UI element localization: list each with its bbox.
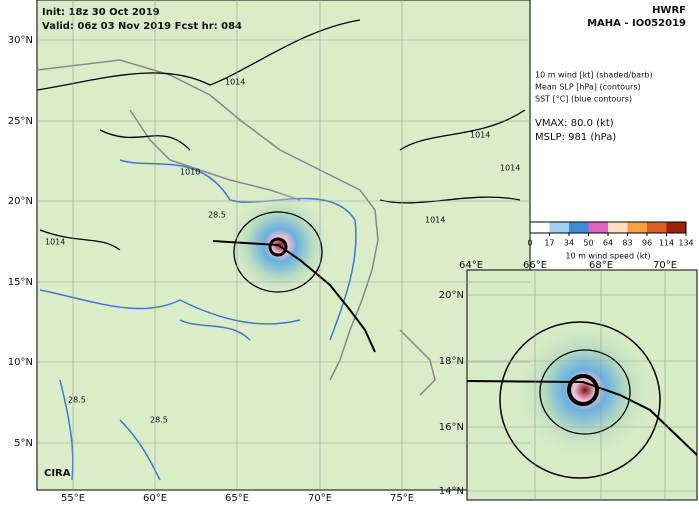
coastline: [36, 59, 436, 396]
inset-lat-label: 20°N: [439, 290, 464, 301]
storm-name: MAHA - IO052019: [587, 18, 686, 29]
contour-label: 28.5: [150, 416, 168, 425]
colorbar-tick-label: 64: [603, 239, 613, 248]
inset-center: [567, 374, 599, 406]
lat-label: 15°N: [8, 277, 33, 288]
storm-center: [268, 237, 288, 257]
slp-contours: [36, 19, 526, 251]
colorbar-segment: [627, 222, 647, 233]
inset-wind-shading: [515, 320, 655, 460]
colorbar-segment: [549, 222, 569, 233]
legend-line: 10 m wind [kt] (shaded/barb): [535, 71, 653, 80]
inset-track: [466, 380, 698, 456]
contour-label: 1014: [225, 78, 245, 87]
colorbar-tick-label: 134: [678, 239, 693, 248]
inset-lon-label: 66°E: [523, 260, 547, 271]
lat-label: 5°N: [14, 438, 33, 449]
slp-contour: [233, 211, 323, 293]
main-map: [36, 0, 531, 491]
contour-label: 28.5: [68, 396, 86, 405]
init-time: Init: 18z 30 Oct 2019: [42, 7, 160, 18]
contour-label: 1014: [500, 164, 520, 173]
inset-lat-label: 14°N: [439, 486, 464, 497]
inset-slp-contour: [499, 321, 661, 479]
inset-lon-label: 64°E: [459, 260, 483, 271]
contour-label: 28.5: [208, 211, 226, 220]
inset-lat-label: 16°N: [439, 422, 464, 433]
colorbar: 0 17 34 50 64 83 96 114 134: [527, 221, 694, 248]
colorbar-tick-label: 114: [659, 239, 674, 248]
inset-lat-label: 18°N: [439, 356, 464, 367]
colorbar-segment: [569, 222, 589, 233]
colorbar-label: 10 m wind speed (kt): [565, 252, 650, 261]
lon-label: 55°E: [61, 493, 85, 504]
colorbar-segment: [647, 222, 667, 233]
colorbar-segment: [588, 222, 608, 233]
wind-shading: [225, 190, 335, 300]
colorbar-tick-label: 34: [564, 239, 574, 248]
model-name: HWRF: [652, 5, 686, 16]
legend-line: Mean SLP [hPa] (contours): [535, 83, 641, 92]
legend-line: SST [°C] (blue contours): [535, 95, 632, 104]
inset-map: [466, 269, 698, 501]
colorbar-tick-label: 83: [622, 239, 632, 248]
colorbar-segment: [530, 222, 550, 233]
lat-label: 10°N: [8, 357, 33, 368]
colorbar-segment: [608, 222, 628, 233]
colorbar-tick-label: 50: [583, 239, 593, 248]
contour-label: 1014: [470, 131, 490, 140]
colorbar-tick-label: 96: [642, 239, 652, 248]
lat-label: 30°N: [8, 35, 33, 46]
vmax: VMAX: 80.0 (kt): [535, 118, 614, 129]
labels: 30°N 25°N 20°N 15°N 10°N 5°N 55°E 60°E 65°E 70°E 7…: [8, 0, 697, 504]
lon-label: 65°E: [225, 493, 249, 504]
valid-time: Valid: 06z 03 Nov 2019 Fcst hr: 084: [42, 21, 242, 32]
contour-label: 1014: [425, 216, 445, 225]
inset-slp-contour: [539, 349, 631, 435]
lon-label: 70°E: [308, 493, 332, 504]
inset-lon-label: 68°E: [589, 260, 613, 271]
inset-lon-label: 70°E: [653, 260, 677, 271]
colorbar-segment: [666, 222, 686, 233]
storm-track: [212, 240, 376, 353]
logo: CIRA: [44, 468, 71, 479]
lon-label: 75°E: [390, 493, 414, 504]
lon-label: 60°E: [143, 493, 167, 504]
contour-label: 1014: [45, 238, 65, 247]
lat-label: 20°N: [8, 196, 33, 207]
colorbar-tick-label: 0: [527, 239, 532, 248]
contour-label: 1010: [180, 168, 200, 177]
mslp: MSLP: 981 (hPa): [535, 132, 616, 143]
lat-label: 25°N: [8, 116, 33, 127]
colorbar-tick-label: 17: [544, 239, 554, 248]
